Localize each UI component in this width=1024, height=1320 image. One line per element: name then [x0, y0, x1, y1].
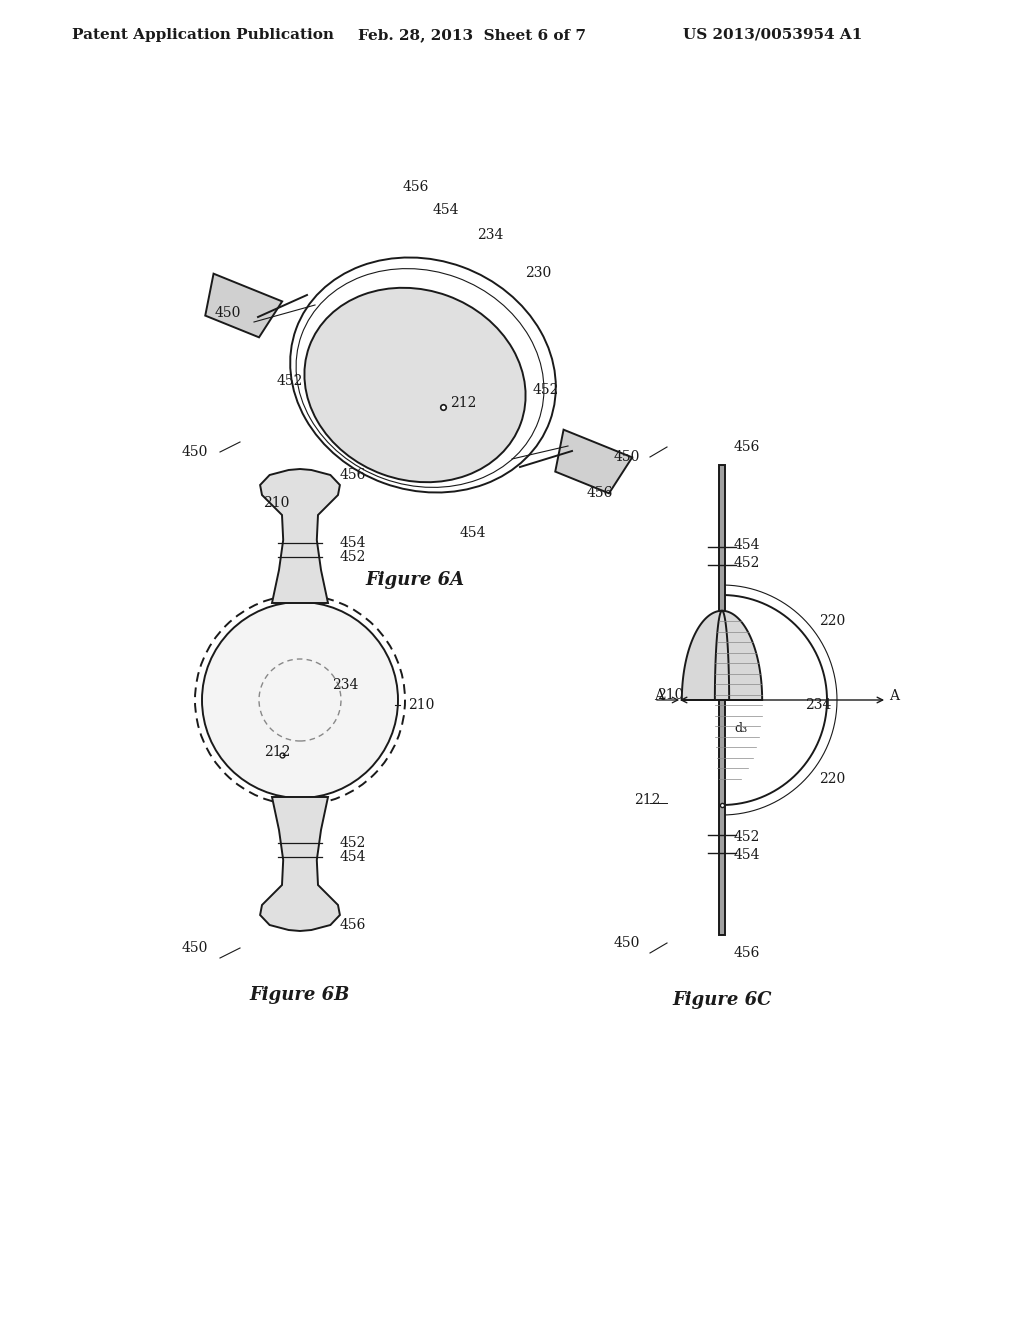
Text: Feb. 28, 2013  Sheet 6 of 7: Feb. 28, 2013 Sheet 6 of 7	[358, 28, 586, 42]
Text: 450: 450	[181, 941, 208, 954]
Text: 454: 454	[460, 525, 486, 540]
Text: 452: 452	[734, 556, 761, 570]
Text: 220: 220	[819, 772, 846, 785]
Text: 456: 456	[340, 917, 367, 932]
Text: 452: 452	[734, 830, 761, 843]
Text: 456: 456	[734, 946, 761, 960]
Polygon shape	[260, 797, 340, 931]
Text: 454: 454	[734, 847, 761, 862]
Text: 210: 210	[263, 496, 290, 510]
Text: d₃: d₃	[734, 722, 748, 734]
Polygon shape	[682, 611, 762, 700]
Polygon shape	[205, 273, 283, 338]
Text: 452: 452	[278, 374, 303, 388]
Polygon shape	[555, 430, 632, 494]
Text: 450: 450	[181, 445, 208, 459]
Text: Patent Application Publication: Patent Application Publication	[72, 28, 334, 42]
Ellipse shape	[304, 288, 525, 482]
Text: Figure 6A: Figure 6A	[366, 572, 465, 589]
Text: 456: 456	[403, 180, 429, 194]
Text: 452: 452	[340, 836, 367, 850]
Text: A: A	[889, 689, 899, 704]
Text: A: A	[654, 689, 664, 704]
Text: 234: 234	[332, 678, 358, 692]
Text: 454: 454	[340, 850, 367, 865]
Text: 454: 454	[340, 536, 367, 550]
Text: 212: 212	[263, 744, 290, 759]
Text: 450: 450	[215, 306, 242, 319]
Text: 234: 234	[477, 228, 504, 242]
Ellipse shape	[202, 602, 398, 799]
Text: US 2013/0053954 A1: US 2013/0053954 A1	[683, 28, 862, 42]
Polygon shape	[260, 469, 340, 603]
Text: 220: 220	[819, 614, 846, 628]
Text: Figure 6C: Figure 6C	[672, 991, 772, 1008]
Text: 456: 456	[587, 486, 613, 500]
Text: 234: 234	[805, 698, 831, 711]
Text: 450: 450	[613, 936, 640, 950]
Bar	[719, 465, 725, 935]
Text: 450: 450	[613, 450, 640, 465]
Text: 210: 210	[657, 688, 683, 702]
Text: 210: 210	[408, 698, 434, 711]
Text: 452: 452	[534, 383, 559, 397]
Text: 454: 454	[734, 539, 761, 552]
Text: 456: 456	[340, 469, 367, 482]
Text: Figure 6B: Figure 6B	[250, 986, 350, 1005]
Text: 212: 212	[450, 396, 476, 411]
Text: 456: 456	[734, 440, 761, 454]
Text: 452: 452	[340, 550, 367, 564]
Text: 454: 454	[433, 203, 460, 216]
Text: 212: 212	[634, 793, 660, 807]
Text: 230: 230	[525, 267, 551, 280]
